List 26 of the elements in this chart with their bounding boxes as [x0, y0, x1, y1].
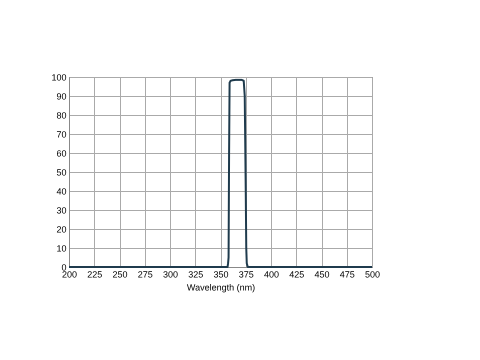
line-series	[68, 78, 373, 268]
y-tick-label: 40	[56, 186, 66, 196]
x-tick-label: 300	[162, 270, 178, 280]
x-tick-label: 500	[364, 270, 380, 280]
y-tick-label: 80	[56, 110, 66, 120]
y-tick-label: 10	[56, 244, 66, 254]
y-tick-label: 20	[56, 224, 66, 234]
x-tick-label: 275	[138, 270, 153, 280]
y-tick-label: 50	[56, 168, 66, 178]
x-tick-label: 200	[62, 270, 78, 280]
x-tick-label: 225	[87, 270, 102, 280]
x-tick-label: 400	[264, 270, 280, 280]
x-tick-label: 325	[188, 270, 204, 280]
y-tick-label: 90	[56, 92, 66, 102]
y-tick-label: 30	[56, 206, 66, 216]
x-axis-title: Wavelength (nm)	[186, 282, 256, 292]
y-tick-label: 0	[61, 262, 66, 272]
y-tick-label: 60	[56, 148, 66, 158]
x-tick-label: 425	[289, 270, 304, 280]
y-tick-label: 70	[56, 130, 66, 140]
x-tick-label: 350	[213, 270, 229, 280]
y-tick-label: 100	[51, 72, 66, 82]
x-tick-label: 450	[314, 270, 330, 280]
x-tick-label: 375	[238, 270, 254, 280]
x-tick-label: 250	[112, 270, 128, 280]
x-tick-label: 475	[340, 270, 355, 280]
